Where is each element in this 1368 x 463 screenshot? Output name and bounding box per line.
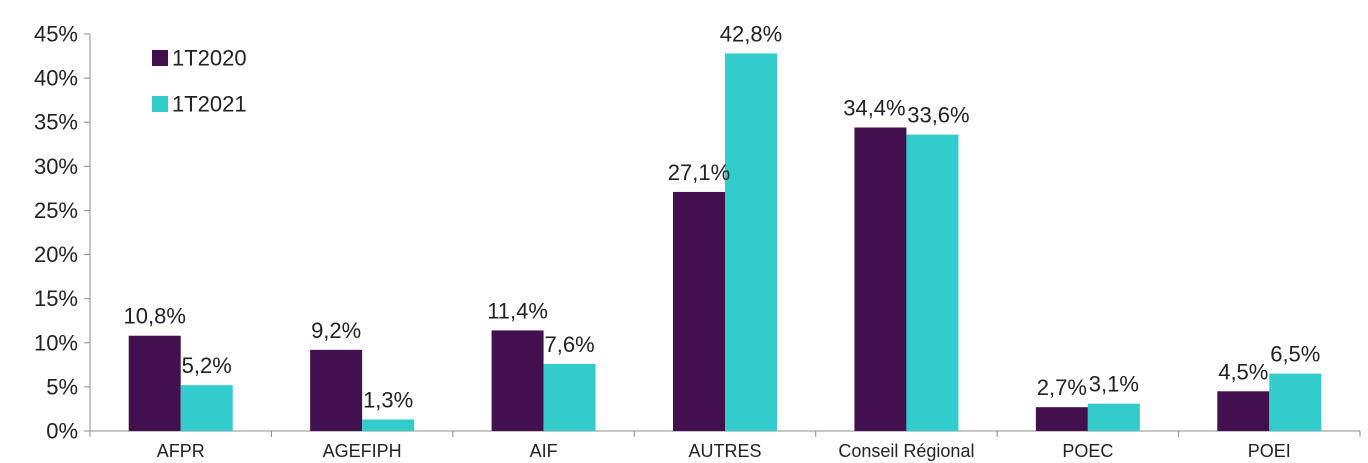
bar-1T2020-agefiph xyxy=(310,349,363,431)
category-label: AFPR xyxy=(157,441,205,461)
y-tick-label: 30% xyxy=(34,154,78,179)
y-tick-label: 5% xyxy=(46,374,78,399)
value-label: 9,2% xyxy=(311,318,361,343)
value-label: 34,4% xyxy=(843,96,905,121)
bar-1T2021-autres xyxy=(725,53,777,432)
value-label: 5,2% xyxy=(182,353,232,378)
bar-1T2020-poec xyxy=(1035,407,1088,431)
value-labels: 10,8% 5,2% 9,2% 1,3% 11,4% 7,6% 27,1% 42,8% 34,4… xyxy=(124,21,1321,412)
y-tick-label: 0% xyxy=(46,419,78,444)
category-label: AIF xyxy=(530,441,558,461)
value-label: 7,6% xyxy=(544,332,594,357)
value-label: 1,3% xyxy=(363,388,413,413)
y-axis-ticks: 0% 5% 10% 15% 20% 25% 30% 35% 40% 45% xyxy=(34,22,90,444)
bar-1T2020-afpr xyxy=(128,335,181,431)
y-tick-label: 40% xyxy=(34,66,78,91)
category-label: POEI xyxy=(1248,441,1291,461)
bar-1T2021-poei xyxy=(1269,373,1322,431)
category-label: POEC xyxy=(1062,441,1113,461)
value-label: 3,1% xyxy=(1089,372,1139,397)
bar-1T2020-conseil-régional xyxy=(854,127,907,431)
bar-1T2020-poei xyxy=(1217,391,1270,431)
value-label: 11,4% xyxy=(487,298,548,323)
legend-label: 1T2020 xyxy=(172,46,247,71)
y-tick-label: 20% xyxy=(34,242,78,267)
category-label: AGEFIPH xyxy=(323,441,402,461)
legend: 1T2020 1T2021 xyxy=(152,46,247,117)
bar-1T2021-agefiph xyxy=(362,419,415,431)
legend-swatch xyxy=(152,50,168,66)
category-label: Conseil Régional xyxy=(838,441,974,461)
x-axis-labels: AFPR AGEFIPH AIF AUTRES Conseil Régional POEC… xyxy=(157,441,1291,461)
y-tick-label: 35% xyxy=(34,110,78,135)
y-tick-label: 45% xyxy=(34,22,78,47)
y-tick-label: 15% xyxy=(34,286,78,311)
value-label: 4,5% xyxy=(1218,359,1268,384)
value-label: 6,5% xyxy=(1270,342,1320,367)
value-label: 2,7% xyxy=(1037,375,1087,400)
value-label: 42,8% xyxy=(720,21,782,46)
bar-1T2021-aif xyxy=(543,363,596,431)
bar-1T2021-poec xyxy=(1087,403,1140,431)
value-label: 10,8% xyxy=(124,304,186,329)
bar-1T2021-afpr xyxy=(180,385,233,431)
value-label: 33,6% xyxy=(907,103,969,128)
legend-swatch xyxy=(152,96,168,112)
legend-label: 1T2021 xyxy=(172,92,247,117)
y-tick-label: 10% xyxy=(34,330,78,355)
bar-1T2020-aif xyxy=(491,330,544,431)
bar-1T2020-autres xyxy=(673,191,725,431)
category-label: AUTRES xyxy=(688,441,761,461)
bar-1T2021-conseil-régional xyxy=(906,134,959,431)
value-label: 27,1% xyxy=(668,160,730,185)
y-tick-label: 25% xyxy=(34,198,78,223)
bars xyxy=(128,53,1322,432)
